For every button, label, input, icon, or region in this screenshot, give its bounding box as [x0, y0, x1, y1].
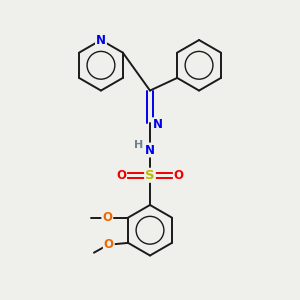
Text: N: N: [145, 143, 155, 157]
Text: N: N: [96, 34, 106, 46]
Text: O: O: [102, 211, 112, 224]
Text: O: O: [104, 238, 114, 251]
Text: S: S: [145, 169, 155, 182]
Text: O: O: [116, 169, 126, 182]
Text: N: N: [152, 118, 162, 131]
Text: O: O: [174, 169, 184, 182]
Text: H: H: [134, 140, 143, 150]
